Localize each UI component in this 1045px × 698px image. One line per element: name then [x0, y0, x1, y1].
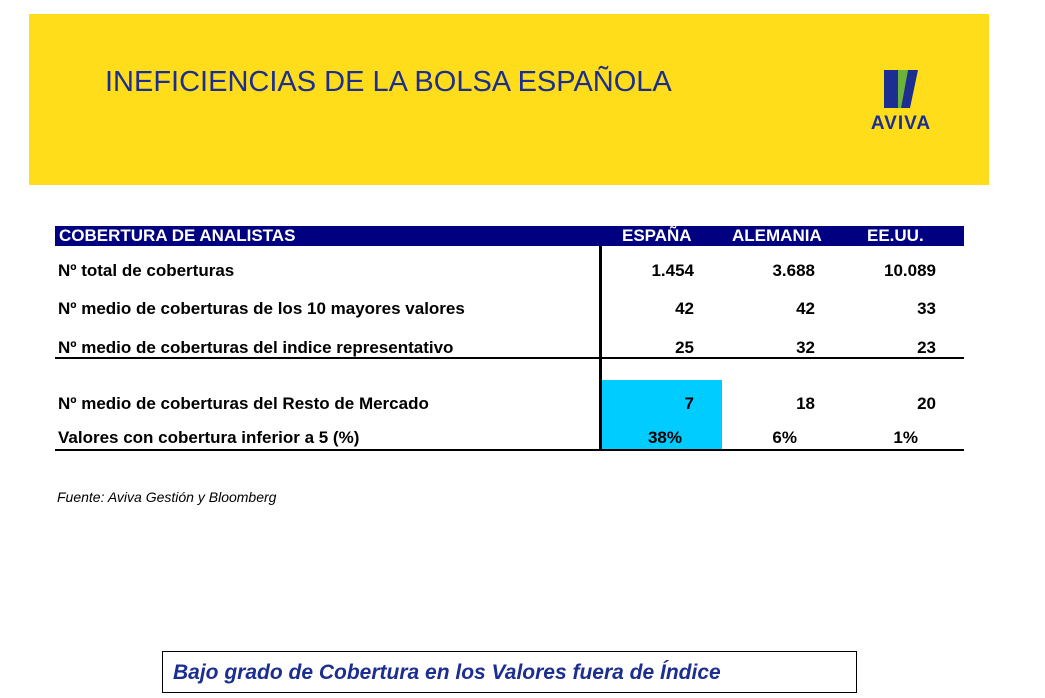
source-note: Fuente: Aviva Gestión y Bloomberg: [57, 489, 277, 505]
cell-espana: 38%: [647, 428, 682, 447]
column-divider: [599, 246, 602, 450]
cell-alemania: 18: [796, 394, 815, 413]
row-label: Nº medio de coberturas del indice repres…: [58, 338, 454, 357]
conclusion-box: Bajo grado de Cobertura en los Valores f…: [162, 651, 857, 693]
row-divider: [55, 357, 964, 359]
column-header-espana: ESPAÑA: [622, 226, 692, 245]
table-title: COBERTURA DE ANALISTAS: [59, 226, 296, 245]
highlight-cell: [602, 380, 722, 419]
aviva-logo-icon: [884, 70, 918, 108]
cell-espana: 25: [675, 338, 694, 357]
cell-eeuu: 1%: [893, 428, 918, 447]
table-header: COBERTURA DE ANALISTAS ESPAÑA ALEMANIA E…: [55, 226, 964, 246]
logo-text: AVIVA: [870, 113, 932, 134]
highlight-cell: [602, 419, 722, 449]
table-bottom-border: [55, 449, 964, 451]
page-title: INEFICIENCIAS DE LA BOLSA ESPAÑOLA: [105, 66, 672, 98]
cell-espana: 42: [675, 299, 694, 318]
column-header-eeuu: EE.UU.: [867, 226, 924, 245]
row-label: Valores con cobertura inferior a 5 (%): [58, 428, 360, 447]
aviva-logo: AVIVA: [855, 70, 947, 134]
cell-alemania: 3.688: [772, 261, 815, 280]
cell-alemania: 42: [796, 299, 815, 318]
cell-alemania: 6%: [772, 428, 797, 447]
column-header-alemania: ALEMANIA: [732, 226, 822, 245]
title-banner: [29, 14, 989, 185]
cell-eeuu: 20: [917, 394, 936, 413]
cell-eeuu: 33: [917, 299, 936, 318]
row-label: Nº medio de coberturas de los 10 mayores…: [58, 299, 465, 318]
conclusion-text: Bajo grado de Cobertura en los Valores f…: [173, 661, 721, 684]
cell-alemania: 32: [796, 338, 815, 357]
cell-espana: 7: [684, 394, 694, 413]
row-label: Nº medio de coberturas del Resto de Merc…: [58, 394, 429, 413]
row-label: Nº total de coberturas: [58, 261, 235, 280]
cell-eeuu: 23: [917, 338, 936, 357]
cell-eeuu: 10.089: [884, 261, 936, 280]
cell-espana: 1.454: [651, 261, 694, 280]
